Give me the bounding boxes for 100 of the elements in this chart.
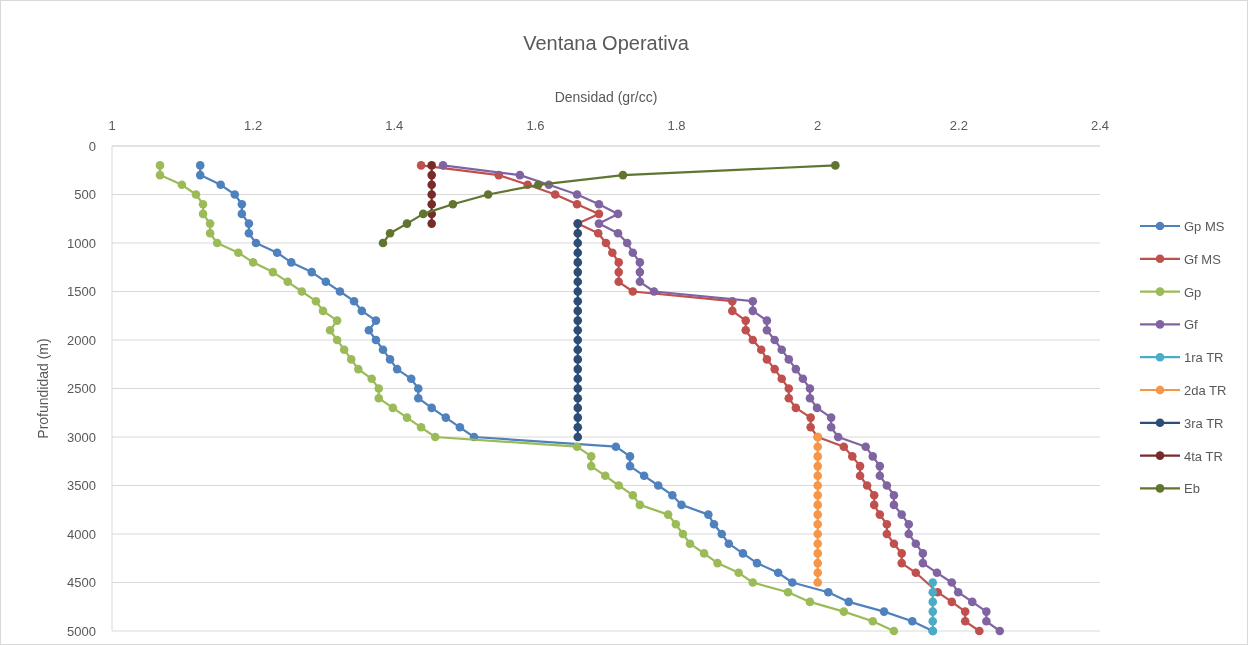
point <box>613 229 623 238</box>
point <box>244 229 254 238</box>
point <box>364 326 374 335</box>
point <box>960 607 970 616</box>
point <box>251 238 261 248</box>
point <box>960 617 970 626</box>
point <box>671 520 681 529</box>
point <box>635 267 645 277</box>
y-tick-label: 500 <box>74 187 96 202</box>
point <box>438 161 448 170</box>
point <box>862 481 872 490</box>
point <box>349 296 359 306</box>
y-tick-label: 0 <box>88 138 96 154</box>
point <box>385 229 395 238</box>
point <box>332 316 342 325</box>
point <box>813 520 823 529</box>
point <box>297 287 307 296</box>
point <box>573 403 583 413</box>
point <box>869 490 879 500</box>
y-tick-label: 2000 <box>67 332 96 348</box>
point <box>573 364 583 374</box>
point <box>205 219 215 228</box>
point <box>889 500 899 510</box>
x-tick-label: 1 <box>108 118 116 133</box>
point <box>709 520 719 529</box>
point <box>813 539 823 548</box>
x-tick-label: 1.2 <box>244 118 263 133</box>
point <box>911 568 921 578</box>
point <box>813 461 823 471</box>
point <box>653 481 663 490</box>
point <box>813 490 823 500</box>
legend-label: Gp MS <box>1184 219 1225 234</box>
point <box>155 161 165 170</box>
point <box>995 626 1005 636</box>
point <box>813 529 823 539</box>
point <box>614 481 623 490</box>
point <box>762 326 772 335</box>
point <box>195 161 205 170</box>
x-tick-label: 2 <box>814 118 822 133</box>
point <box>248 258 258 267</box>
point <box>879 607 889 616</box>
point <box>875 461 885 471</box>
point <box>608 248 617 257</box>
y-tick-label: 1000 <box>67 235 96 251</box>
point <box>335 287 345 296</box>
point <box>332 335 342 345</box>
point <box>813 500 823 510</box>
point <box>649 287 659 296</box>
point <box>573 229 583 238</box>
point <box>748 306 758 316</box>
point <box>286 258 296 267</box>
point <box>573 355 583 364</box>
point <box>427 219 436 228</box>
point <box>374 393 384 403</box>
point <box>770 364 779 374</box>
point <box>824 587 833 597</box>
point <box>953 587 963 597</box>
x-tick-label: 1.8 <box>667 118 686 133</box>
point <box>897 558 906 568</box>
point <box>244 219 254 228</box>
point <box>947 597 957 607</box>
point <box>748 578 758 587</box>
point <box>573 296 583 306</box>
point <box>205 229 215 238</box>
point <box>573 287 583 296</box>
legend-label: Eb <box>1184 481 1200 497</box>
point <box>378 345 388 354</box>
point <box>325 326 335 335</box>
point <box>839 442 849 451</box>
point <box>418 209 428 219</box>
y-tick-label: 4500 <box>67 575 96 590</box>
point <box>448 199 458 209</box>
point <box>889 539 899 548</box>
point <box>586 461 596 471</box>
point <box>416 161 426 170</box>
point <box>897 549 906 558</box>
point <box>791 403 801 413</box>
point <box>869 500 879 510</box>
point <box>826 413 836 422</box>
x-tick-label: 2.2 <box>949 118 968 133</box>
point <box>427 190 436 199</box>
legend-label: 4ta TR <box>1184 448 1223 464</box>
point <box>813 452 823 461</box>
point <box>455 423 465 432</box>
point <box>237 199 247 209</box>
point <box>756 345 766 354</box>
point <box>573 248 583 257</box>
point <box>378 238 388 248</box>
point <box>813 481 823 490</box>
point <box>573 432 583 442</box>
point <box>198 199 208 209</box>
point <box>813 549 823 558</box>
point <box>573 374 583 384</box>
point <box>441 413 451 422</box>
point <box>573 238 583 248</box>
point <box>601 238 611 248</box>
chart-title: Ventana Operativa <box>523 32 690 54</box>
point <box>928 607 938 616</box>
point <box>318 306 328 316</box>
point <box>875 510 885 519</box>
